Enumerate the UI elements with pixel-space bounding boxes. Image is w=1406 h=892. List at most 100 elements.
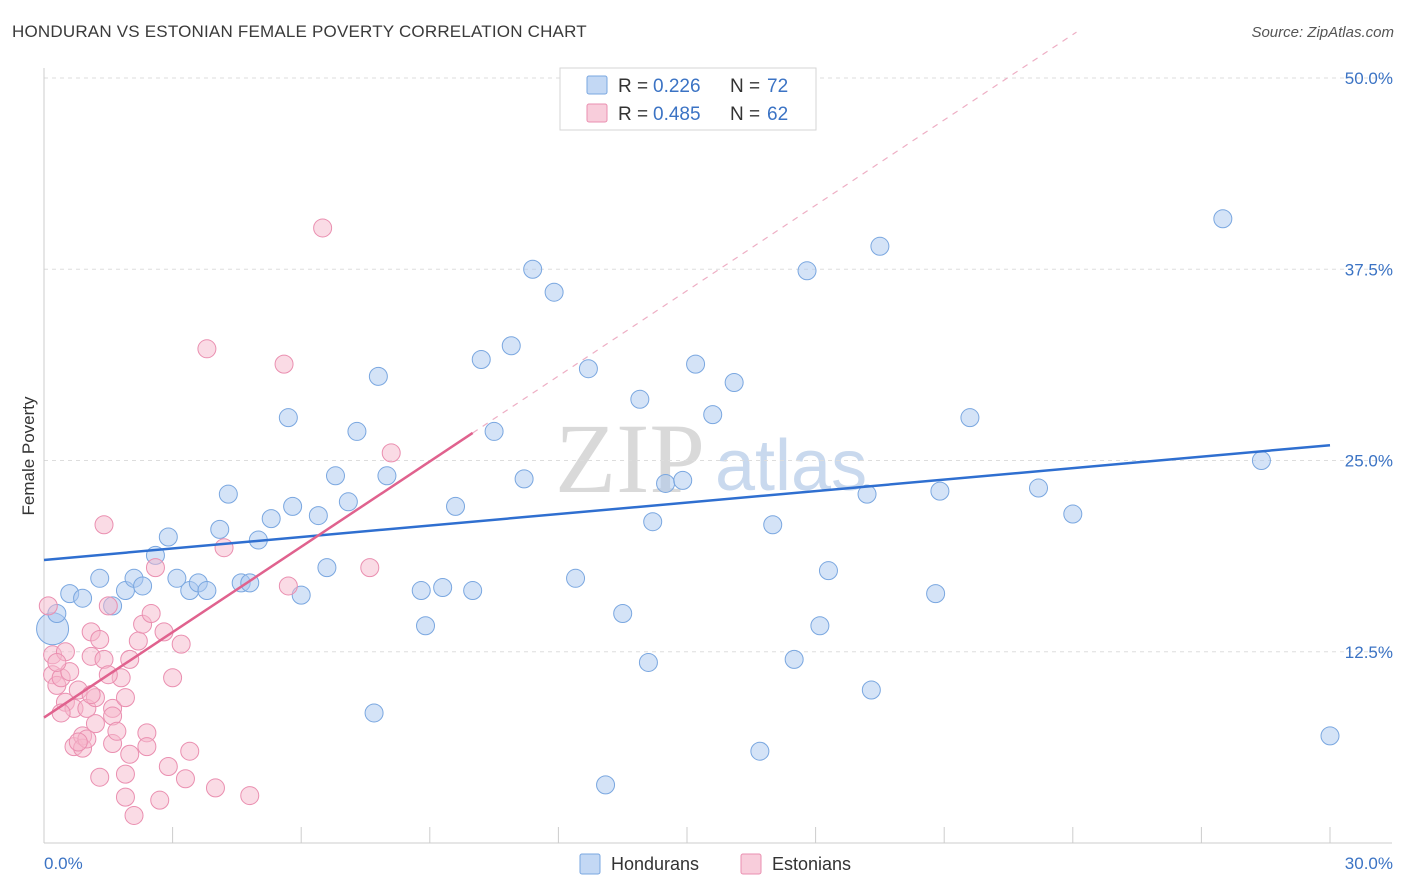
point-estonians bbox=[60, 662, 80, 682]
point-hondurans bbox=[656, 473, 676, 493]
point-estonians bbox=[38, 596, 58, 616]
y-tick-label: 37.5% bbox=[1345, 260, 1393, 279]
point-hondurans bbox=[463, 581, 483, 601]
source-label: Source: ZipAtlas.com bbox=[1251, 24, 1394, 41]
point-hondurans bbox=[218, 484, 238, 504]
point-hondurans bbox=[433, 577, 453, 597]
point-hondurans bbox=[861, 680, 881, 700]
point-hondurans bbox=[686, 354, 706, 374]
point-hondurans bbox=[501, 336, 521, 356]
point-hondurans bbox=[210, 519, 230, 539]
point-estonians bbox=[98, 596, 118, 616]
y-tick-label: 12.5% bbox=[1345, 643, 1393, 662]
point-estonians bbox=[278, 576, 298, 596]
legend-r-label-estonians: R = bbox=[618, 104, 648, 125]
y-tick-labels: 12.5% 25.0% 37.5% 50.0% bbox=[1345, 69, 1393, 662]
watermark-zip: ZIP bbox=[555, 403, 705, 514]
point-hondurans bbox=[278, 408, 298, 428]
point-hondurans bbox=[73, 588, 93, 608]
point-hondurans bbox=[544, 282, 564, 302]
point-estonians bbox=[171, 634, 191, 654]
point-hondurans bbox=[673, 470, 693, 490]
y-tick-label: 25.0% bbox=[1345, 452, 1393, 471]
point-estonians bbox=[128, 631, 148, 651]
bottom-legend-label-estonians: Estonians bbox=[772, 854, 851, 874]
point-estonians bbox=[274, 354, 294, 374]
point-hondurans bbox=[1213, 209, 1233, 229]
point-hondurans bbox=[338, 492, 358, 512]
point-hondurans bbox=[763, 515, 783, 535]
point-hondurans bbox=[930, 481, 950, 501]
legend-n-value-estonians: 62 bbox=[767, 104, 788, 125]
point-hondurans bbox=[857, 484, 877, 504]
point-hondurans bbox=[514, 469, 534, 489]
x-tick-labels: 0.0% 30.0% bbox=[44, 854, 1393, 873]
point-hondurans bbox=[291, 585, 311, 605]
point-estonians bbox=[240, 786, 260, 806]
point-hondurans bbox=[784, 649, 804, 669]
point-estonians bbox=[175, 769, 195, 789]
point-hondurans bbox=[1029, 478, 1049, 498]
trend-lines bbox=[43, 31, 1331, 719]
point-estonians bbox=[124, 805, 144, 825]
chart-title: HONDURAN VS ESTONIAN FEMALE POVERTY CORR… bbox=[12, 22, 587, 41]
point-hondurans bbox=[484, 421, 504, 441]
point-hondurans bbox=[578, 359, 598, 379]
point-hondurans bbox=[158, 527, 178, 547]
point-estonians bbox=[141, 604, 161, 623]
series-legend: Hondurans Estonians bbox=[579, 853, 851, 875]
point-hondurans bbox=[446, 496, 466, 516]
point-estonians bbox=[90, 630, 110, 650]
trend-line-estonians bbox=[43, 431, 474, 719]
point-estonians bbox=[81, 685, 101, 705]
point-hondurans bbox=[364, 703, 384, 723]
point-hondurans bbox=[283, 496, 303, 516]
point-hondurans bbox=[1320, 726, 1340, 746]
point-hondurans bbox=[926, 584, 946, 604]
point-hondurans bbox=[261, 509, 281, 529]
point-hondurans bbox=[613, 604, 633, 623]
y-axis-label: Female Poverty bbox=[19, 396, 38, 516]
point-estonians bbox=[68, 732, 88, 752]
point-hondurans bbox=[596, 775, 616, 795]
point-estonians bbox=[47, 652, 67, 672]
bottom-legend-swatch-estonians bbox=[740, 853, 762, 875]
point-hondurans bbox=[377, 466, 397, 486]
point-estonians bbox=[120, 744, 140, 764]
point-estonians bbox=[145, 558, 165, 578]
point-estonians bbox=[197, 339, 217, 359]
axes bbox=[43, 68, 1392, 844]
point-estonians bbox=[180, 741, 200, 761]
point-estonians bbox=[115, 688, 135, 708]
point-hondurans bbox=[167, 568, 187, 588]
point-estonians bbox=[94, 515, 114, 535]
legend-n-value-hondurans: 72 bbox=[767, 76, 788, 97]
series-hondurans bbox=[36, 209, 1340, 795]
legend-r-value-estonians: 0.485 bbox=[653, 104, 701, 125]
point-hondurans bbox=[1251, 451, 1271, 470]
point-hondurans bbox=[197, 581, 217, 601]
y-tick-label: 50.0% bbox=[1345, 69, 1393, 88]
point-estonians bbox=[137, 737, 157, 757]
x-tick-label-max: 30.0% bbox=[1345, 854, 1393, 873]
trend-line-hondurans bbox=[43, 443, 1331, 562]
point-hondurans bbox=[810, 616, 830, 636]
point-estonians bbox=[90, 767, 110, 787]
legend-swatch-hondurans bbox=[586, 75, 608, 95]
point-hondurans bbox=[347, 421, 367, 441]
trend-extension-estonians bbox=[472, 31, 1077, 434]
point-hondurans bbox=[523, 259, 543, 279]
point-hondurans bbox=[724, 372, 744, 392]
legend-r-label-hondurans: R = bbox=[618, 76, 648, 97]
point-estonians bbox=[150, 790, 170, 810]
legend-swatch-estonians bbox=[586, 103, 608, 123]
correlation-legend: R = 0.226 N = 72 R = 0.485 N = 62 bbox=[559, 67, 817, 131]
legend-n-label-hondurans: N = bbox=[730, 76, 760, 97]
point-hondurans bbox=[870, 236, 890, 256]
point-estonians bbox=[85, 714, 105, 734]
point-hondurans bbox=[643, 512, 663, 532]
point-hondurans bbox=[750, 741, 770, 761]
point-hondurans bbox=[416, 616, 436, 636]
legend-r-value-hondurans: 0.226 bbox=[653, 76, 701, 97]
point-estonians bbox=[158, 757, 178, 776]
